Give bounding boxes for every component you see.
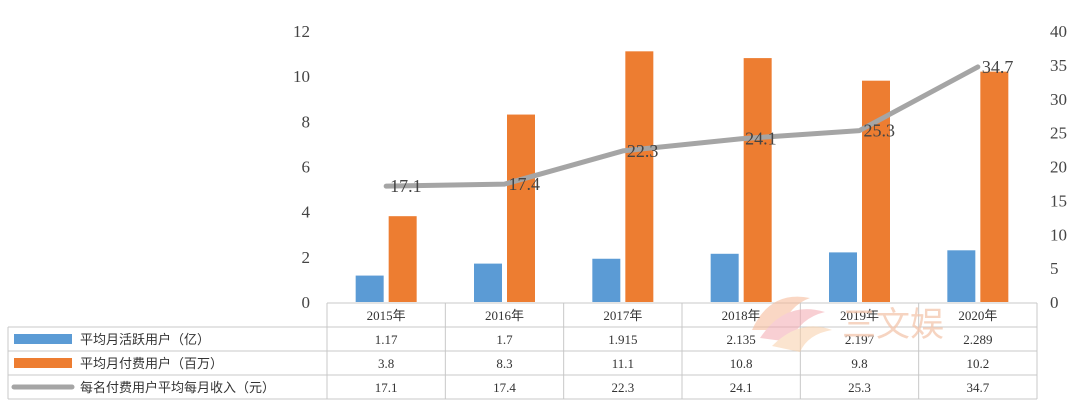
bar-paying-users bbox=[743, 58, 772, 302]
y-left-tick-label: 2 bbox=[302, 248, 311, 267]
table-cell-value: 2.135 bbox=[727, 332, 756, 347]
watermark-petal bbox=[760, 309, 825, 342]
watermark-petal bbox=[772, 326, 832, 352]
category-label: 2017年 bbox=[603, 308, 642, 323]
y-left-tick-label: 12 bbox=[293, 22, 310, 41]
table-cell-value: 22.3 bbox=[611, 380, 634, 395]
y-right-tick-label: 15 bbox=[1050, 191, 1067, 210]
watermark: 三文娱 bbox=[752, 296, 944, 352]
watermark-logo bbox=[752, 296, 832, 352]
bar-active-users bbox=[355, 275, 384, 302]
line-data-label: 25.3 bbox=[864, 121, 896, 141]
category-label: 2018年 bbox=[722, 308, 761, 323]
table-cell-value: 1.915 bbox=[608, 332, 637, 347]
line-data-label: 17.4 bbox=[509, 174, 541, 194]
line-data-label: 17.1 bbox=[390, 176, 422, 196]
line-arpu bbox=[383, 64, 981, 189]
legend-key bbox=[14, 358, 72, 368]
y-right-tick-label: 20 bbox=[1050, 158, 1067, 177]
y-right-tick-label: 40 bbox=[1050, 22, 1067, 41]
category-label: 2016年 bbox=[485, 308, 524, 323]
table-cell-value: 17.4 bbox=[493, 380, 516, 395]
table-cell-value: 3.8 bbox=[378, 356, 394, 371]
table-cell-value: 2.197 bbox=[845, 332, 875, 347]
bar-active-users bbox=[829, 252, 857, 302]
watermark-petal bbox=[752, 296, 810, 330]
category-label: 2020年 bbox=[958, 308, 997, 323]
line-data-label: 24.1 bbox=[745, 129, 777, 149]
y-right-tick-label: 5 bbox=[1050, 259, 1059, 278]
watermark-text: 三文娱 bbox=[842, 305, 944, 345]
y-left-tick-label: 4 bbox=[302, 203, 311, 222]
bar-active-users bbox=[947, 250, 976, 302]
table-cell-value: 10.8 bbox=[730, 356, 753, 371]
table-cell-value: 1.17 bbox=[375, 332, 398, 347]
y-right-tick-label: 25 bbox=[1050, 124, 1067, 143]
table-cell-value: 17.1 bbox=[375, 380, 398, 395]
y-right-tick-label: 10 bbox=[1050, 225, 1067, 244]
bar-paying-users bbox=[625, 51, 654, 303]
table-cell-value: 11.1 bbox=[612, 356, 634, 371]
bars bbox=[355, 51, 1009, 303]
legend-label: 平均月活跃用户（亿） bbox=[80, 332, 210, 348]
table-cell-value: 34.7 bbox=[966, 380, 989, 395]
bar-active-users bbox=[592, 258, 621, 302]
table-cell-value: 25.3 bbox=[848, 380, 871, 395]
bar-active-users bbox=[474, 263, 502, 302]
table-cell-value: 9.8 bbox=[851, 356, 867, 371]
legend-label: 每名付费用户平均每月收入（元） bbox=[80, 380, 275, 396]
legend-label: 平均月付费用户（百万） bbox=[80, 356, 223, 372]
axes: 0 2 4 6 8 10 12 0 5 10 15 20 25 30 35 40 bbox=[293, 22, 1067, 312]
y-right-tick-label: 35 bbox=[1050, 56, 1067, 75]
table-cell-value: 10.2 bbox=[966, 356, 989, 371]
category-label: 2015年 bbox=[367, 308, 406, 323]
line-data-label: 34.7 bbox=[982, 57, 1014, 77]
bar-paying-users bbox=[980, 71, 1009, 303]
data-table: 2015年 2016年 2017年 2018年 2019年 2020年平均月活跃用户（亿）… bbox=[7, 302, 1038, 400]
table-cell-value: 1.7 bbox=[496, 332, 513, 347]
y-left-tick-label: 6 bbox=[302, 158, 311, 177]
table-cell-value: 2.289 bbox=[963, 332, 992, 347]
y-right-tick-label: 0 bbox=[1050, 293, 1059, 312]
line-data-label: 22.3 bbox=[627, 141, 659, 161]
legend-key bbox=[14, 334, 72, 344]
y-left-tick-label: 10 bbox=[293, 67, 310, 86]
bar-paying-users bbox=[507, 114, 535, 302]
table-cell-value: 24.1 bbox=[730, 380, 753, 395]
line-series: 17.1 17.4 22.3 24.1 25.3 34.7 bbox=[383, 57, 1014, 196]
table-cell-value: 8.3 bbox=[496, 356, 512, 371]
bar-paying-users bbox=[388, 216, 417, 302]
y-left-tick-label: 8 bbox=[302, 112, 311, 131]
y-right-tick-label: 30 bbox=[1050, 90, 1067, 109]
y-left-tick-label: 0 bbox=[302, 293, 311, 312]
bar-active-users bbox=[710, 253, 739, 302]
category-label: 2019年 bbox=[840, 308, 879, 323]
